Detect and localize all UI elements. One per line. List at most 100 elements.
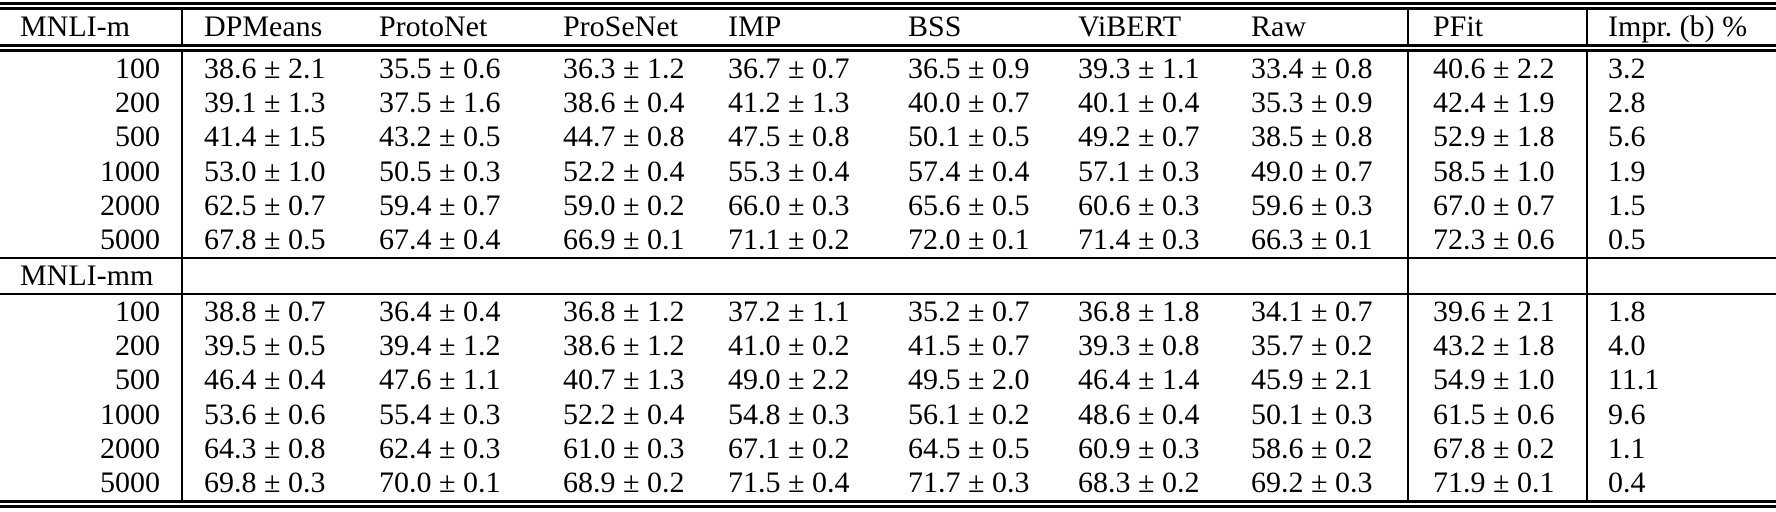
table-row: 5000 67.8 ± 0.5 67.4 ± 0.4 66.9 ± 0.1 71.1 ±… (0, 222, 1776, 258)
improvement-cell: 1.8 (1608, 295, 1646, 329)
table-row: 200 39.5 ± 0.5 39.4 ± 1.2 38.6 ± 1.2 41.0 ± … (0, 329, 1776, 364)
value-cell: 41.0 ± 0.2 (728, 329, 850, 363)
value-cell: 39.6 ± 2.1 (1407, 294, 1588, 330)
value-cell: 65.6 ± 0.5 (908, 188, 1030, 222)
improvement-cell: 1.9 (1608, 154, 1646, 188)
table-row: 100 38.8 ± 0.7 36.4 ± 0.4 36.8 ± 1.2 37.2 ± … (0, 294, 1776, 330)
improvement-cell: 1.5 (1608, 188, 1646, 222)
value-cell: 39.3 ± 1.1 (1078, 52, 1200, 86)
value-cell: 60.6 ± 0.3 (1078, 188, 1200, 222)
improvement-cell: 2.8 (1608, 86, 1646, 120)
value-cell: 38.5 ± 0.8 (1251, 120, 1373, 154)
value-cell: 41.2 ± 1.3 (728, 86, 850, 120)
section-label-row-mnli-mm: MNLI-mm (0, 256, 1776, 296)
value-cell: 39.1 ± 1.3 (204, 86, 326, 120)
empty-cell (1057, 256, 1230, 296)
value-cell: 45.9 ± 2.1 (1251, 363, 1373, 397)
value-cell: 35.7 ± 0.2 (1251, 329, 1373, 363)
table-row: 500 41.4 ± 1.5 43.2 ± 0.5 44.7 ± 0.8 47.5 ± … (0, 120, 1776, 155)
value-cell: 67.0 ± 0.7 (1407, 188, 1588, 223)
value-cell: 53.6 ± 0.6 (204, 397, 326, 431)
train-size-cell: 2000 (0, 188, 183, 223)
column-header-pfit: PFit (1407, 6, 1588, 52)
value-cell: 71.9 ± 0.1 (1407, 465, 1588, 504)
train-size-cell: 500 (0, 363, 183, 398)
value-cell: 36.4 ± 0.4 (379, 295, 501, 329)
column-header-vibert: ViBERT (1057, 6, 1230, 52)
column-header-prosenet: ProSeNet (542, 6, 707, 52)
value-cell: 54.9 ± 1.0 (1407, 363, 1588, 398)
column-header-dpmeans: DPMeans (182, 6, 358, 52)
improvement-cell: 0.4 (1608, 465, 1646, 499)
value-cell: 53.0 ± 1.0 (204, 154, 326, 188)
value-cell: 67.4 ± 0.4 (379, 222, 501, 256)
column-header-imp: IMP (707, 6, 887, 52)
value-cell: 46.4 ± 1.4 (1078, 363, 1200, 397)
value-cell: 55.3 ± 0.4 (728, 154, 850, 188)
value-cell: 37.2 ± 1.1 (728, 295, 850, 329)
value-cell: 33.4 ± 0.8 (1251, 52, 1373, 86)
improvement-cell: 11.1 (1608, 363, 1660, 397)
table-row: 1000 53.0 ± 1.0 50.5 ± 0.3 52.2 ± 0.4 55.3 ±… (0, 154, 1776, 189)
value-cell: 41.5 ± 0.7 (908, 329, 1030, 363)
improvement-cell: 5.6 (1608, 120, 1646, 154)
empty-cell (542, 256, 707, 296)
table-row: 1000 53.6 ± 0.6 55.4 ± 0.3 52.2 ± 0.4 54.8 ±… (0, 397, 1776, 432)
empty-cell (1407, 256, 1588, 296)
value-cell: 54.8 ± 0.3 (728, 397, 850, 431)
value-cell: 50.5 ± 0.3 (379, 154, 501, 188)
table-row: 2000 64.3 ± 0.8 62.4 ± 0.3 61.0 ± 0.3 67.1 ±… (0, 431, 1776, 466)
value-cell: 64.3 ± 0.8 (204, 431, 326, 465)
value-cell: 58.6 ± 0.2 (1251, 431, 1373, 465)
column-header-raw: Raw (1230, 6, 1408, 52)
value-cell: 38.6 ± 0.4 (563, 86, 685, 120)
value-cell: 37.5 ± 1.6 (379, 86, 501, 120)
value-cell: 49.2 ± 0.7 (1078, 120, 1200, 154)
empty-cell (1587, 256, 1776, 296)
value-cell: 58.5 ± 1.0 (1407, 154, 1588, 189)
value-cell: 59.0 ± 0.2 (563, 188, 685, 222)
column-header-mnli-m: MNLI-m (0, 6, 183, 52)
value-cell: 50.1 ± 0.3 (1251, 397, 1373, 431)
value-cell: 62.4 ± 0.3 (379, 431, 501, 465)
value-cell: 71.5 ± 0.4 (728, 465, 850, 499)
table-header: MNLI-m DPMeans ProtoNet ProSeNet IMP BSS ViBER… (0, 6, 1776, 52)
value-cell: 40.7 ± 1.3 (563, 363, 685, 397)
value-cell: 41.4 ± 1.5 (204, 120, 326, 154)
value-cell: 36.3 ± 1.2 (563, 52, 685, 86)
value-cell: 67.1 ± 0.2 (728, 431, 850, 465)
value-cell: 60.9 ± 0.3 (1078, 431, 1200, 465)
value-cell: 68.3 ± 0.2 (1078, 465, 1200, 499)
value-cell: 67.8 ± 0.2 (1407, 431, 1588, 466)
value-cell: 36.8 ± 1.8 (1078, 295, 1200, 329)
value-cell: 61.5 ± 0.6 (1407, 397, 1588, 432)
value-cell: 36.8 ± 1.2 (563, 295, 685, 329)
value-cell: 49.5 ± 2.0 (908, 363, 1030, 397)
improvement-cell: 9.6 (1608, 397, 1646, 431)
value-cell: 57.1 ± 0.3 (1078, 154, 1200, 188)
value-cell: 71.4 ± 0.3 (1078, 222, 1200, 256)
table-row: 500 46.4 ± 0.4 47.6 ± 1.1 40.7 ± 1.3 49.0 ± … (0, 363, 1776, 398)
value-cell: 38.6 ± 2.1 (204, 52, 326, 86)
value-cell: 47.5 ± 0.8 (728, 120, 850, 154)
empty-cell (887, 256, 1057, 296)
value-cell: 48.6 ± 0.4 (1078, 397, 1200, 431)
value-cell: 71.1 ± 0.2 (728, 222, 850, 256)
value-cell: 69.8 ± 0.3 (204, 465, 326, 499)
value-cell: 36.7 ± 0.7 (728, 52, 850, 86)
value-cell: 49.0 ± 0.7 (1251, 154, 1373, 188)
train-size-cell: 100 (0, 294, 183, 330)
value-cell: 55.4 ± 0.3 (379, 397, 501, 431)
value-cell: 64.5 ± 0.5 (908, 431, 1030, 465)
value-cell: 36.5 ± 0.9 (908, 52, 1030, 86)
value-cell: 61.0 ± 0.3 (563, 431, 685, 465)
train-size-cell: 2000 (0, 431, 183, 466)
value-cell: 69.2 ± 0.3 (1251, 465, 1373, 499)
value-cell: 38.6 ± 1.2 (563, 329, 685, 363)
value-cell: 40.0 ± 0.7 (908, 86, 1030, 120)
value-cell: 68.9 ± 0.2 (563, 465, 685, 499)
empty-cell (1230, 256, 1408, 296)
train-size-cell: 1000 (0, 154, 183, 189)
value-cell: 39.4 ± 1.2 (379, 329, 501, 363)
table-row: 100 38.6 ± 2.1 35.5 ± 0.6 36.3 ± 1.2 36.7 ± … (0, 48, 1776, 87)
